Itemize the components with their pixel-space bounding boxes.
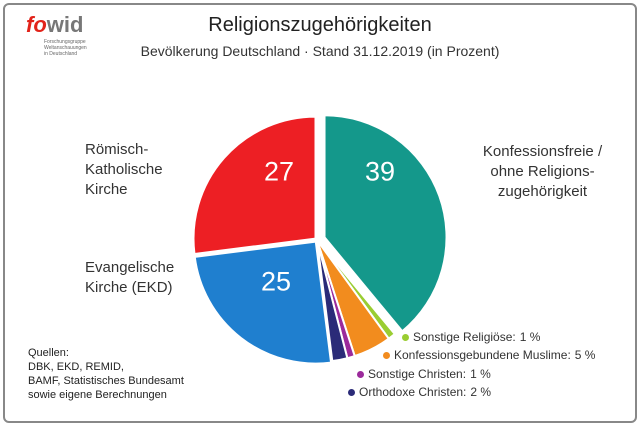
slice-label: Konfessionsgebundene Muslime: 5 % [383, 348, 595, 362]
legend-dot [348, 389, 355, 396]
slice-label: Sonstige Christen: 1 % [357, 367, 491, 381]
category-label: Evangelische Kirche (EKD) [85, 259, 175, 296]
data-label: 39 [364, 156, 396, 187]
category-label: Orthodoxe Christen: [359, 385, 467, 399]
legend-dot [357, 371, 364, 378]
data-label: 27 [263, 156, 295, 187]
category-label: Konfessionsgebundene Muslime: [394, 348, 571, 362]
data-label: 5 % [574, 348, 596, 362]
logo-part: wid [46, 12, 84, 37]
category-label: Römisch- Katholische Kirche [85, 141, 163, 198]
category-label: Konfessionsfreie / ohne Religions- zugeh… [482, 143, 603, 200]
category-label: Sonstige Religiöse: [413, 330, 516, 344]
category-label: Sonstige Christen: [368, 367, 467, 381]
data-label: 25 [260, 266, 292, 297]
logo-subtext: Forschungsgruppe Weltanschauungen in Deu… [44, 39, 87, 57]
legend-dot [402, 334, 409, 341]
frame [3, 3, 637, 423]
data-label: 1 % [470, 367, 491, 381]
chart-subtitle: Bevölkerung Deutschland · Stand 31.12.20… [140, 43, 500, 59]
slice-label: Orthodoxe Christen: 2 % [348, 385, 491, 399]
pie-slice [193, 240, 333, 365]
pie-slice [316, 239, 349, 363]
data-label: 2 % [470, 385, 492, 399]
chart-title: Religionszugehörigkeiten [208, 14, 432, 36]
pie-slice [192, 115, 317, 256]
slice-label: Sonstige Religiöse: 1 % [402, 330, 540, 344]
logo: fowid [26, 12, 83, 38]
pie-slice [323, 114, 448, 333]
logo-part: fo [26, 12, 47, 37]
legend-dot [383, 352, 390, 359]
source: Quellen: DBK, EKD, REMID, BAMF, Statisti… [28, 347, 184, 401]
data-label: 1 % [519, 330, 541, 344]
